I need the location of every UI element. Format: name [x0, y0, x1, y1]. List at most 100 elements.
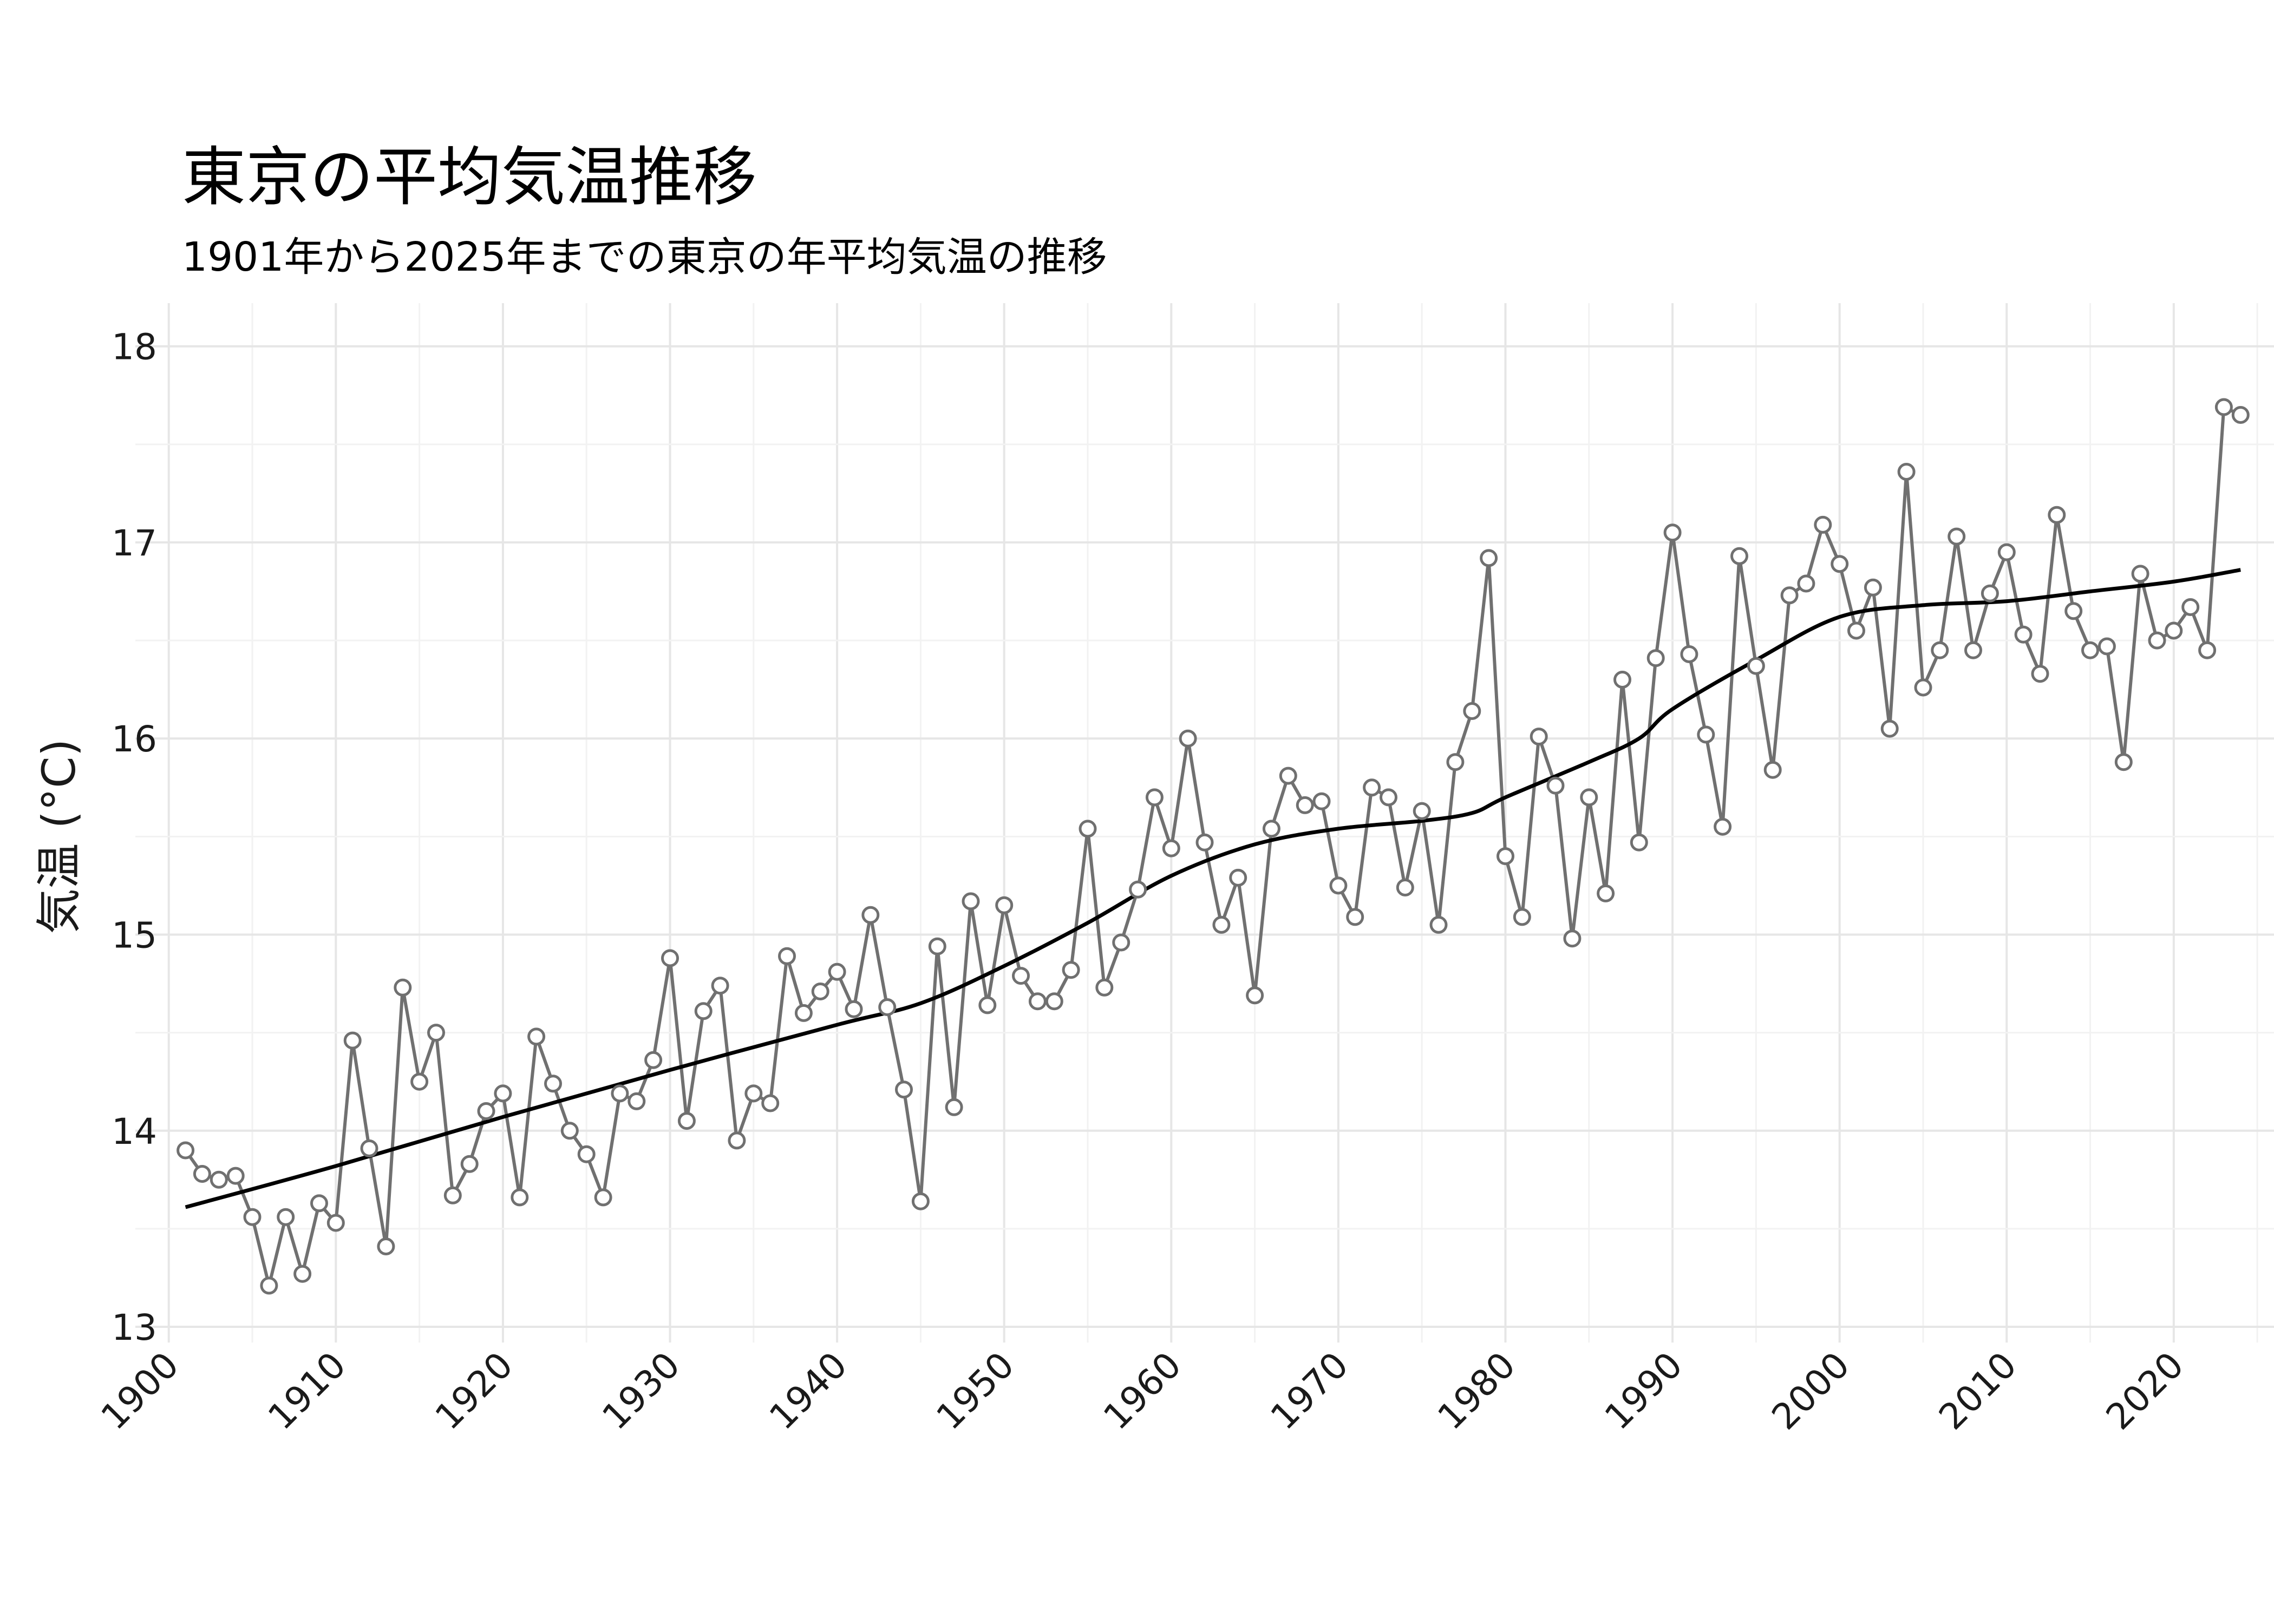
data-point	[1847, 621, 1865, 640]
data-point	[1563, 929, 1582, 948]
data-point	[978, 996, 997, 1014]
data-point	[243, 1208, 262, 1226]
data-point	[177, 1141, 195, 1160]
data-point	[962, 892, 980, 911]
data-point	[1012, 967, 1030, 985]
data-point	[1546, 776, 1565, 795]
data-point	[477, 1102, 495, 1120]
data-point	[1897, 463, 1916, 481]
data-point	[1129, 880, 1147, 899]
data-point	[2114, 753, 2133, 771]
data-point	[1195, 833, 1214, 852]
data-point	[1363, 778, 1381, 797]
data-point	[1296, 796, 1314, 814]
data-point	[443, 1186, 462, 1204]
y-tick-labels: 13 14 15 16 17 18	[112, 326, 157, 1348]
y-axis-label: 気温 (°C)	[32, 739, 86, 934]
data-point	[611, 1084, 629, 1103]
data-point	[310, 1194, 328, 1213]
data-point	[1262, 820, 1280, 838]
data-point	[1997, 543, 2016, 561]
data-point	[544, 1075, 562, 1093]
data-point	[2048, 506, 2066, 524]
data-point	[1680, 645, 1698, 663]
data-point	[1112, 933, 1131, 952]
data-point	[560, 1122, 579, 1140]
data-point	[494, 1084, 512, 1103]
data-point	[1380, 788, 1397, 807]
data-point	[2148, 631, 2166, 650]
data-point	[1312, 792, 1331, 810]
data-point	[2064, 602, 2083, 620]
data-point	[1864, 578, 1882, 597]
data-point	[1463, 702, 1481, 720]
data-point	[1396, 879, 1414, 896]
data-point	[1646, 649, 1665, 667]
data-point	[1964, 641, 1982, 659]
data-point	[1530, 728, 1548, 746]
data-point	[1179, 729, 1197, 748]
data-point	[1814, 515, 1832, 534]
data-point	[1780, 586, 1799, 605]
y-tick-label: 15	[112, 914, 157, 956]
data-point	[1028, 992, 1047, 1011]
data-point	[728, 1131, 746, 1150]
data-point	[995, 896, 1014, 914]
data-point	[277, 1208, 295, 1226]
data-point	[1763, 761, 1782, 779]
data-point	[1446, 753, 1465, 771]
data-point	[1145, 788, 1164, 807]
data-point	[828, 962, 846, 981]
data-point	[1914, 678, 1932, 697]
data-point	[2131, 565, 2149, 583]
data-point	[1079, 820, 1097, 838]
data-point	[410, 1072, 429, 1091]
data-point	[1497, 847, 1514, 866]
data-point	[1480, 549, 1498, 567]
data-point	[360, 1139, 378, 1157]
data-point	[511, 1188, 529, 1207]
data-point	[343, 1031, 362, 1050]
data-point	[1513, 908, 1531, 926]
data-point	[845, 1000, 863, 1018]
y-tick-label: 18	[112, 326, 157, 368]
data-point	[1981, 584, 1999, 603]
data-point	[861, 906, 880, 924]
chart-title: 東京の平均気温推移	[182, 140, 757, 214]
observed-temperature-line	[184, 405, 2242, 1287]
data-point	[1229, 868, 1247, 887]
data-point	[895, 1081, 913, 1099]
data-point	[811, 983, 829, 1000]
data-point	[1346, 908, 1364, 926]
data-point	[2081, 641, 2099, 659]
data-point	[628, 1092, 646, 1110]
data-point	[2181, 598, 2200, 616]
data-point	[1329, 876, 1348, 895]
data-point	[326, 1214, 345, 1232]
data-point	[1630, 833, 1648, 852]
y-tick-label: 16	[112, 718, 157, 760]
y-tick-label: 14	[112, 1111, 157, 1152]
data-point	[1597, 884, 1615, 902]
trend-line	[185, 568, 2241, 1209]
data-point	[1279, 767, 1297, 785]
data-point	[1663, 523, 1682, 542]
data-point	[1730, 547, 1748, 565]
data-point	[2214, 398, 2233, 416]
data-point	[1062, 961, 1080, 979]
data-point	[2014, 625, 2033, 644]
y-tick-label: 17	[112, 522, 157, 564]
data-point	[527, 1027, 546, 1046]
data-point	[694, 1002, 713, 1020]
data-point	[644, 1051, 663, 1069]
data-point	[2165, 621, 2183, 640]
data-point	[1095, 978, 1114, 997]
data-point	[1045, 992, 1063, 1011]
data-point	[1212, 915, 1231, 934]
data-point	[744, 1084, 763, 1103]
y-tick-label: 13	[112, 1307, 157, 1348]
data-point	[1880, 719, 1899, 738]
data-point	[1697, 725, 1715, 744]
data-point	[928, 937, 946, 955]
